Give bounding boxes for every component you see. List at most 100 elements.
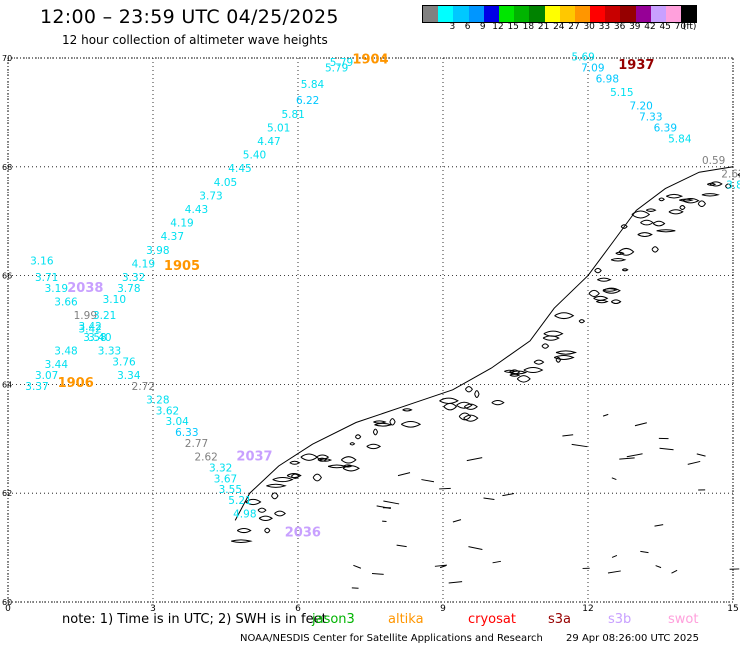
lake-outline xyxy=(571,443,588,448)
legend-label: 6 xyxy=(464,22,471,32)
legend-swatch xyxy=(544,6,560,22)
legend-label: 3 xyxy=(449,22,456,32)
lake-outline xyxy=(671,569,678,574)
lake-outline xyxy=(468,546,483,551)
coast-fragment xyxy=(553,355,575,360)
legend-swatch xyxy=(650,6,666,22)
wave-height-value: 5.81 xyxy=(281,109,304,121)
coast-fragment xyxy=(231,539,253,543)
lake-outline xyxy=(439,487,451,490)
wave-height-value: 2.62 xyxy=(194,452,217,464)
legend-label: 21 xyxy=(537,22,550,32)
coast-fragment xyxy=(621,268,629,272)
lake-outline xyxy=(396,544,407,548)
lake-outline xyxy=(640,550,649,554)
lake-outline xyxy=(611,477,617,481)
lake-outline xyxy=(607,570,621,574)
satellite-s3a: s3a xyxy=(548,612,572,627)
coast-fragment xyxy=(474,390,480,398)
wave-height-value: 6.39 xyxy=(654,122,677,134)
track-2036: 2036 xyxy=(285,526,321,541)
lake-outline xyxy=(421,479,435,483)
coast-fragment xyxy=(372,428,379,436)
lake-outline xyxy=(466,457,483,462)
coast-fragment xyxy=(594,267,602,274)
footer-date: 29 Apr 08:26:00 UTC 2025 xyxy=(566,633,699,644)
legend-label: 24 xyxy=(553,22,565,32)
y-tick-label: 60 xyxy=(2,598,12,607)
coast-fragment xyxy=(542,335,560,341)
legend-swatch xyxy=(559,6,575,22)
lake-outline xyxy=(655,565,662,569)
wave-height-value: 7.20 xyxy=(629,101,652,113)
wave-height-value: 0.59 xyxy=(702,155,725,167)
y-tick-label: 64 xyxy=(2,380,12,389)
satellite-s3b: s3b xyxy=(608,612,632,627)
coast-fragment xyxy=(709,181,723,187)
coast-fragment xyxy=(456,401,473,409)
coast-fragment xyxy=(597,277,612,282)
coast-fragment xyxy=(658,197,665,202)
coast-fragment xyxy=(402,408,413,412)
coast-fragment xyxy=(618,247,635,256)
lake-outline xyxy=(383,500,400,505)
wave-height-value: 3.42 xyxy=(78,321,101,333)
coast-fragment xyxy=(373,420,387,424)
coast-fragment xyxy=(257,507,267,513)
coast-fragment xyxy=(697,200,706,208)
legend-label: 9 xyxy=(479,22,486,32)
coast-fragment xyxy=(588,289,600,298)
y-tick-label: 62 xyxy=(2,489,12,498)
legend-label: 27 xyxy=(568,22,580,32)
coast-fragment xyxy=(401,421,422,428)
wave-height-value: 4.19 xyxy=(170,218,193,230)
lake-outline xyxy=(397,472,411,477)
wave-height-value: 3.28 xyxy=(146,394,169,406)
coast-fragment xyxy=(274,510,286,517)
wave-height-value: 3.58 xyxy=(83,332,106,344)
lake-outline xyxy=(634,422,647,427)
coast-fragment xyxy=(541,343,550,349)
coast-fragment xyxy=(491,399,505,406)
coastline xyxy=(231,166,740,589)
coast-fragment xyxy=(374,422,393,427)
track-id-label: 1905 xyxy=(164,259,200,274)
wave-height-value: 3.98 xyxy=(146,245,169,257)
lake-outline xyxy=(602,413,609,417)
wave-height-value: 3.78 xyxy=(117,283,140,295)
coast-fragment xyxy=(533,359,545,365)
track-1937: 5.697.096.98 5.15 7.207.336.395.84 0.59 2.62… xyxy=(571,52,740,192)
coast-fragment xyxy=(668,209,684,215)
coast-fragment xyxy=(640,219,654,226)
legend-label: 70 xyxy=(674,22,687,32)
coast-fragment xyxy=(458,412,472,421)
lake-outline xyxy=(696,453,706,457)
wave-height-value: 3.86 xyxy=(726,180,740,192)
track-id-label: 2037 xyxy=(236,450,272,465)
coast-fragment xyxy=(319,458,333,462)
wave-height-value: 3.34 xyxy=(117,370,141,382)
lake-outline xyxy=(492,560,501,564)
wave-height-value: 3.62 xyxy=(156,405,179,417)
wave-height-value: 4.98 xyxy=(233,509,256,521)
coast-fragment xyxy=(245,498,262,506)
coast-fragment xyxy=(463,403,478,410)
track-id-label: 1937 xyxy=(618,58,654,73)
color-legend xyxy=(422,5,698,23)
wave-height-value: 3.07 xyxy=(35,370,58,382)
wave-height-value: 6.33 xyxy=(175,427,198,439)
wave-height-value: 3.32 xyxy=(209,462,232,474)
coast-fragment xyxy=(443,402,458,411)
wave-height-value: 3.10 xyxy=(103,294,126,306)
wave-height-value: 3.67 xyxy=(214,473,237,485)
coast-fragment xyxy=(300,453,318,461)
wave-height-value: 3.21 xyxy=(93,310,116,322)
coast-fragment xyxy=(555,357,562,363)
lake-outline xyxy=(353,564,362,569)
legend-swatch xyxy=(529,6,545,22)
footer-credit: NOAA/NESDIS Center for Satellite Applica… xyxy=(240,633,543,644)
wave-height-value: 4.47 xyxy=(257,136,280,148)
coast-fragment xyxy=(286,473,302,479)
coast-fragment xyxy=(439,397,459,404)
lake-outline xyxy=(452,519,462,523)
